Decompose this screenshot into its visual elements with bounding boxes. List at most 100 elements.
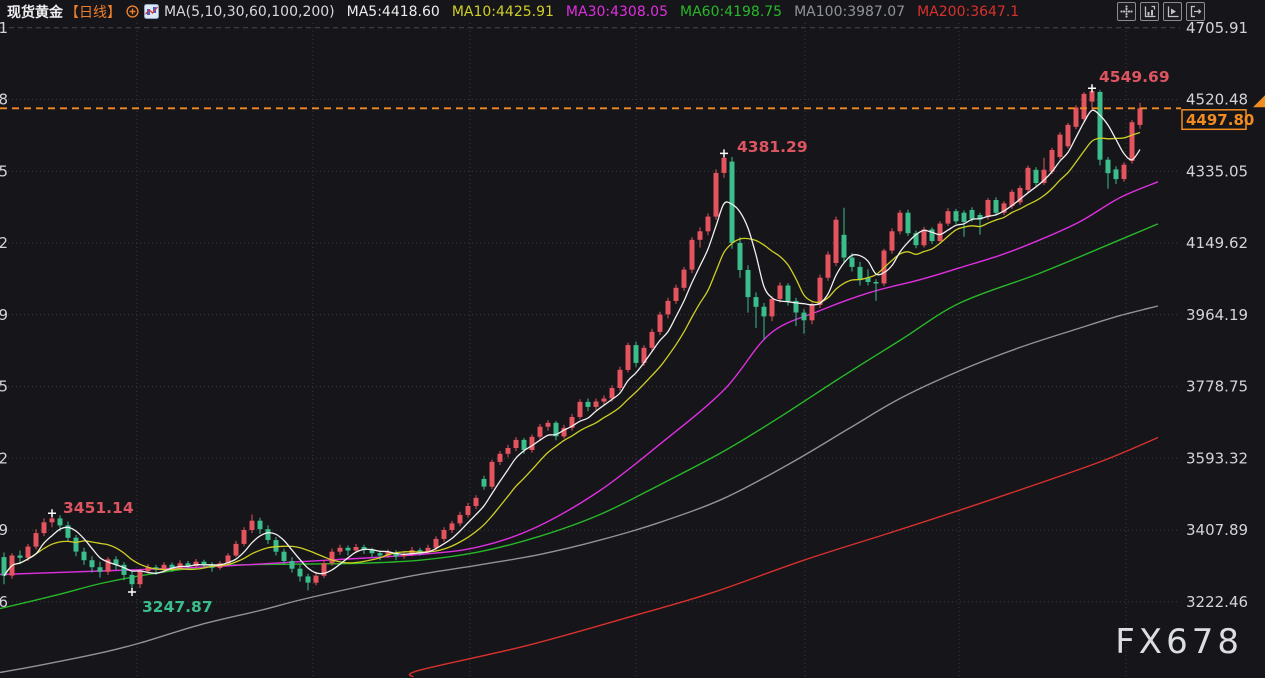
candle bbox=[737, 237, 743, 278]
extreme-plus-marker bbox=[128, 588, 136, 596]
candle bbox=[1057, 132, 1063, 160]
candle bbox=[481, 475, 487, 490]
y-axis-label-left-clipped: 3222.46 bbox=[0, 593, 8, 611]
candle bbox=[873, 279, 879, 301]
candle bbox=[809, 302, 815, 325]
candle bbox=[1121, 162, 1127, 182]
candle bbox=[81, 547, 87, 565]
candle bbox=[185, 561, 191, 570]
candle bbox=[993, 197, 999, 216]
candle bbox=[497, 451, 503, 465]
candle bbox=[561, 424, 567, 439]
y-axis-label-left-clipped: 3593.32 bbox=[0, 449, 8, 467]
y-axis-label-left-clipped: 4520.48 bbox=[0, 91, 8, 109]
ma10-value: MA10:4425.91 bbox=[451, 3, 554, 20]
candle bbox=[281, 548, 287, 565]
extreme-plus-marker bbox=[720, 149, 728, 158]
candle bbox=[449, 520, 455, 534]
candle bbox=[41, 518, 47, 537]
candle bbox=[137, 568, 143, 588]
scroll-to-latest-icon[interactable] bbox=[1253, 95, 1265, 108]
ma30-value: MA30:4308.05 bbox=[565, 3, 668, 20]
candle bbox=[761, 302, 767, 340]
candle bbox=[305, 573, 311, 591]
candle bbox=[1113, 166, 1119, 185]
candle bbox=[241, 527, 247, 547]
candle bbox=[937, 221, 943, 244]
chart-header: 现货黄金 【日线】 MA(5,10,30,60,100,200) MA5:441… bbox=[0, 0, 1265, 23]
ma200-value: MA200:3647.1 bbox=[917, 3, 1020, 20]
exit-button[interactable] bbox=[1186, 2, 1205, 21]
candle bbox=[73, 535, 79, 557]
candle bbox=[225, 553, 231, 566]
price-annotation: 4381.29 bbox=[737, 138, 808, 156]
ma-lines-slow bbox=[0, 181, 1159, 678]
candle bbox=[113, 556, 119, 570]
candle bbox=[377, 550, 383, 561]
candle bbox=[537, 424, 543, 440]
price-annotation: 4549.69 bbox=[1099, 68, 1170, 86]
mini-candlestick-icon[interactable] bbox=[144, 4, 159, 19]
candle bbox=[913, 230, 919, 249]
candle bbox=[721, 153, 727, 178]
candle bbox=[465, 502, 471, 518]
candle bbox=[1065, 123, 1071, 149]
candle bbox=[297, 564, 303, 582]
candle bbox=[833, 216, 839, 267]
candle bbox=[1097, 90, 1103, 166]
timeframe-label[interactable]: 【日线】 bbox=[65, 4, 121, 21]
candle bbox=[1001, 201, 1007, 215]
last-price-tag bbox=[1181, 109, 1247, 131]
y-axis-label: 4705.91 bbox=[1186, 19, 1248, 37]
scale-axis-left-button[interactable] bbox=[1140, 2, 1159, 21]
candle bbox=[897, 210, 903, 235]
candle bbox=[289, 557, 295, 573]
ma-line-ma200 bbox=[408, 436, 1159, 678]
grid bbox=[0, 23, 1180, 678]
y-axis-label: 3407.89 bbox=[1186, 521, 1248, 539]
ma60-value: MA60:4198.75 bbox=[680, 3, 783, 20]
move-tool-button[interactable] bbox=[1117, 2, 1136, 21]
candle bbox=[1033, 167, 1039, 186]
candle bbox=[489, 459, 495, 489]
y-axis-label-left-clipped: 4149.62 bbox=[0, 234, 8, 252]
candle bbox=[65, 521, 71, 542]
candle bbox=[681, 266, 687, 291]
candles bbox=[1, 88, 1143, 592]
exit-arrow-icon bbox=[1190, 5, 1202, 18]
candle bbox=[321, 560, 327, 578]
symbol-name: 现货黄金 bbox=[7, 4, 63, 21]
ma100-value: MA100:3987.07 bbox=[794, 3, 906, 20]
axis-chart-up-icon bbox=[1144, 5, 1156, 18]
candle bbox=[121, 562, 127, 581]
current-price: 4497.80 bbox=[0, 95, 1265, 131]
candle bbox=[201, 559, 207, 569]
candle bbox=[657, 311, 663, 335]
candle bbox=[337, 544, 343, 555]
ma-line-ma10 bbox=[3, 131, 1141, 577]
candle bbox=[977, 212, 983, 235]
circle-plus-icon[interactable] bbox=[126, 5, 139, 18]
candle bbox=[393, 550, 399, 561]
candle bbox=[1081, 92, 1087, 122]
candle bbox=[329, 548, 335, 566]
candle bbox=[1, 552, 7, 585]
ma-line-ma30 bbox=[0, 181, 1159, 576]
candle bbox=[841, 207, 847, 263]
candle bbox=[945, 208, 951, 226]
candle bbox=[1049, 147, 1055, 174]
candle bbox=[849, 253, 855, 272]
candle bbox=[193, 559, 199, 568]
ma-lines-fast bbox=[3, 109, 1141, 577]
candle bbox=[713, 169, 719, 220]
y-axis-label: 3222.46 bbox=[1186, 593, 1248, 611]
candle bbox=[345, 545, 351, 556]
price-annotation: 3451.14 bbox=[63, 499, 134, 517]
candle bbox=[1129, 119, 1135, 164]
scale-axis-right-button[interactable] bbox=[1163, 2, 1182, 21]
candle bbox=[905, 209, 911, 236]
candle bbox=[513, 437, 519, 452]
y-axis-label: 4335.05 bbox=[1186, 162, 1248, 180]
watermark: FX678 bbox=[1115, 622, 1243, 662]
